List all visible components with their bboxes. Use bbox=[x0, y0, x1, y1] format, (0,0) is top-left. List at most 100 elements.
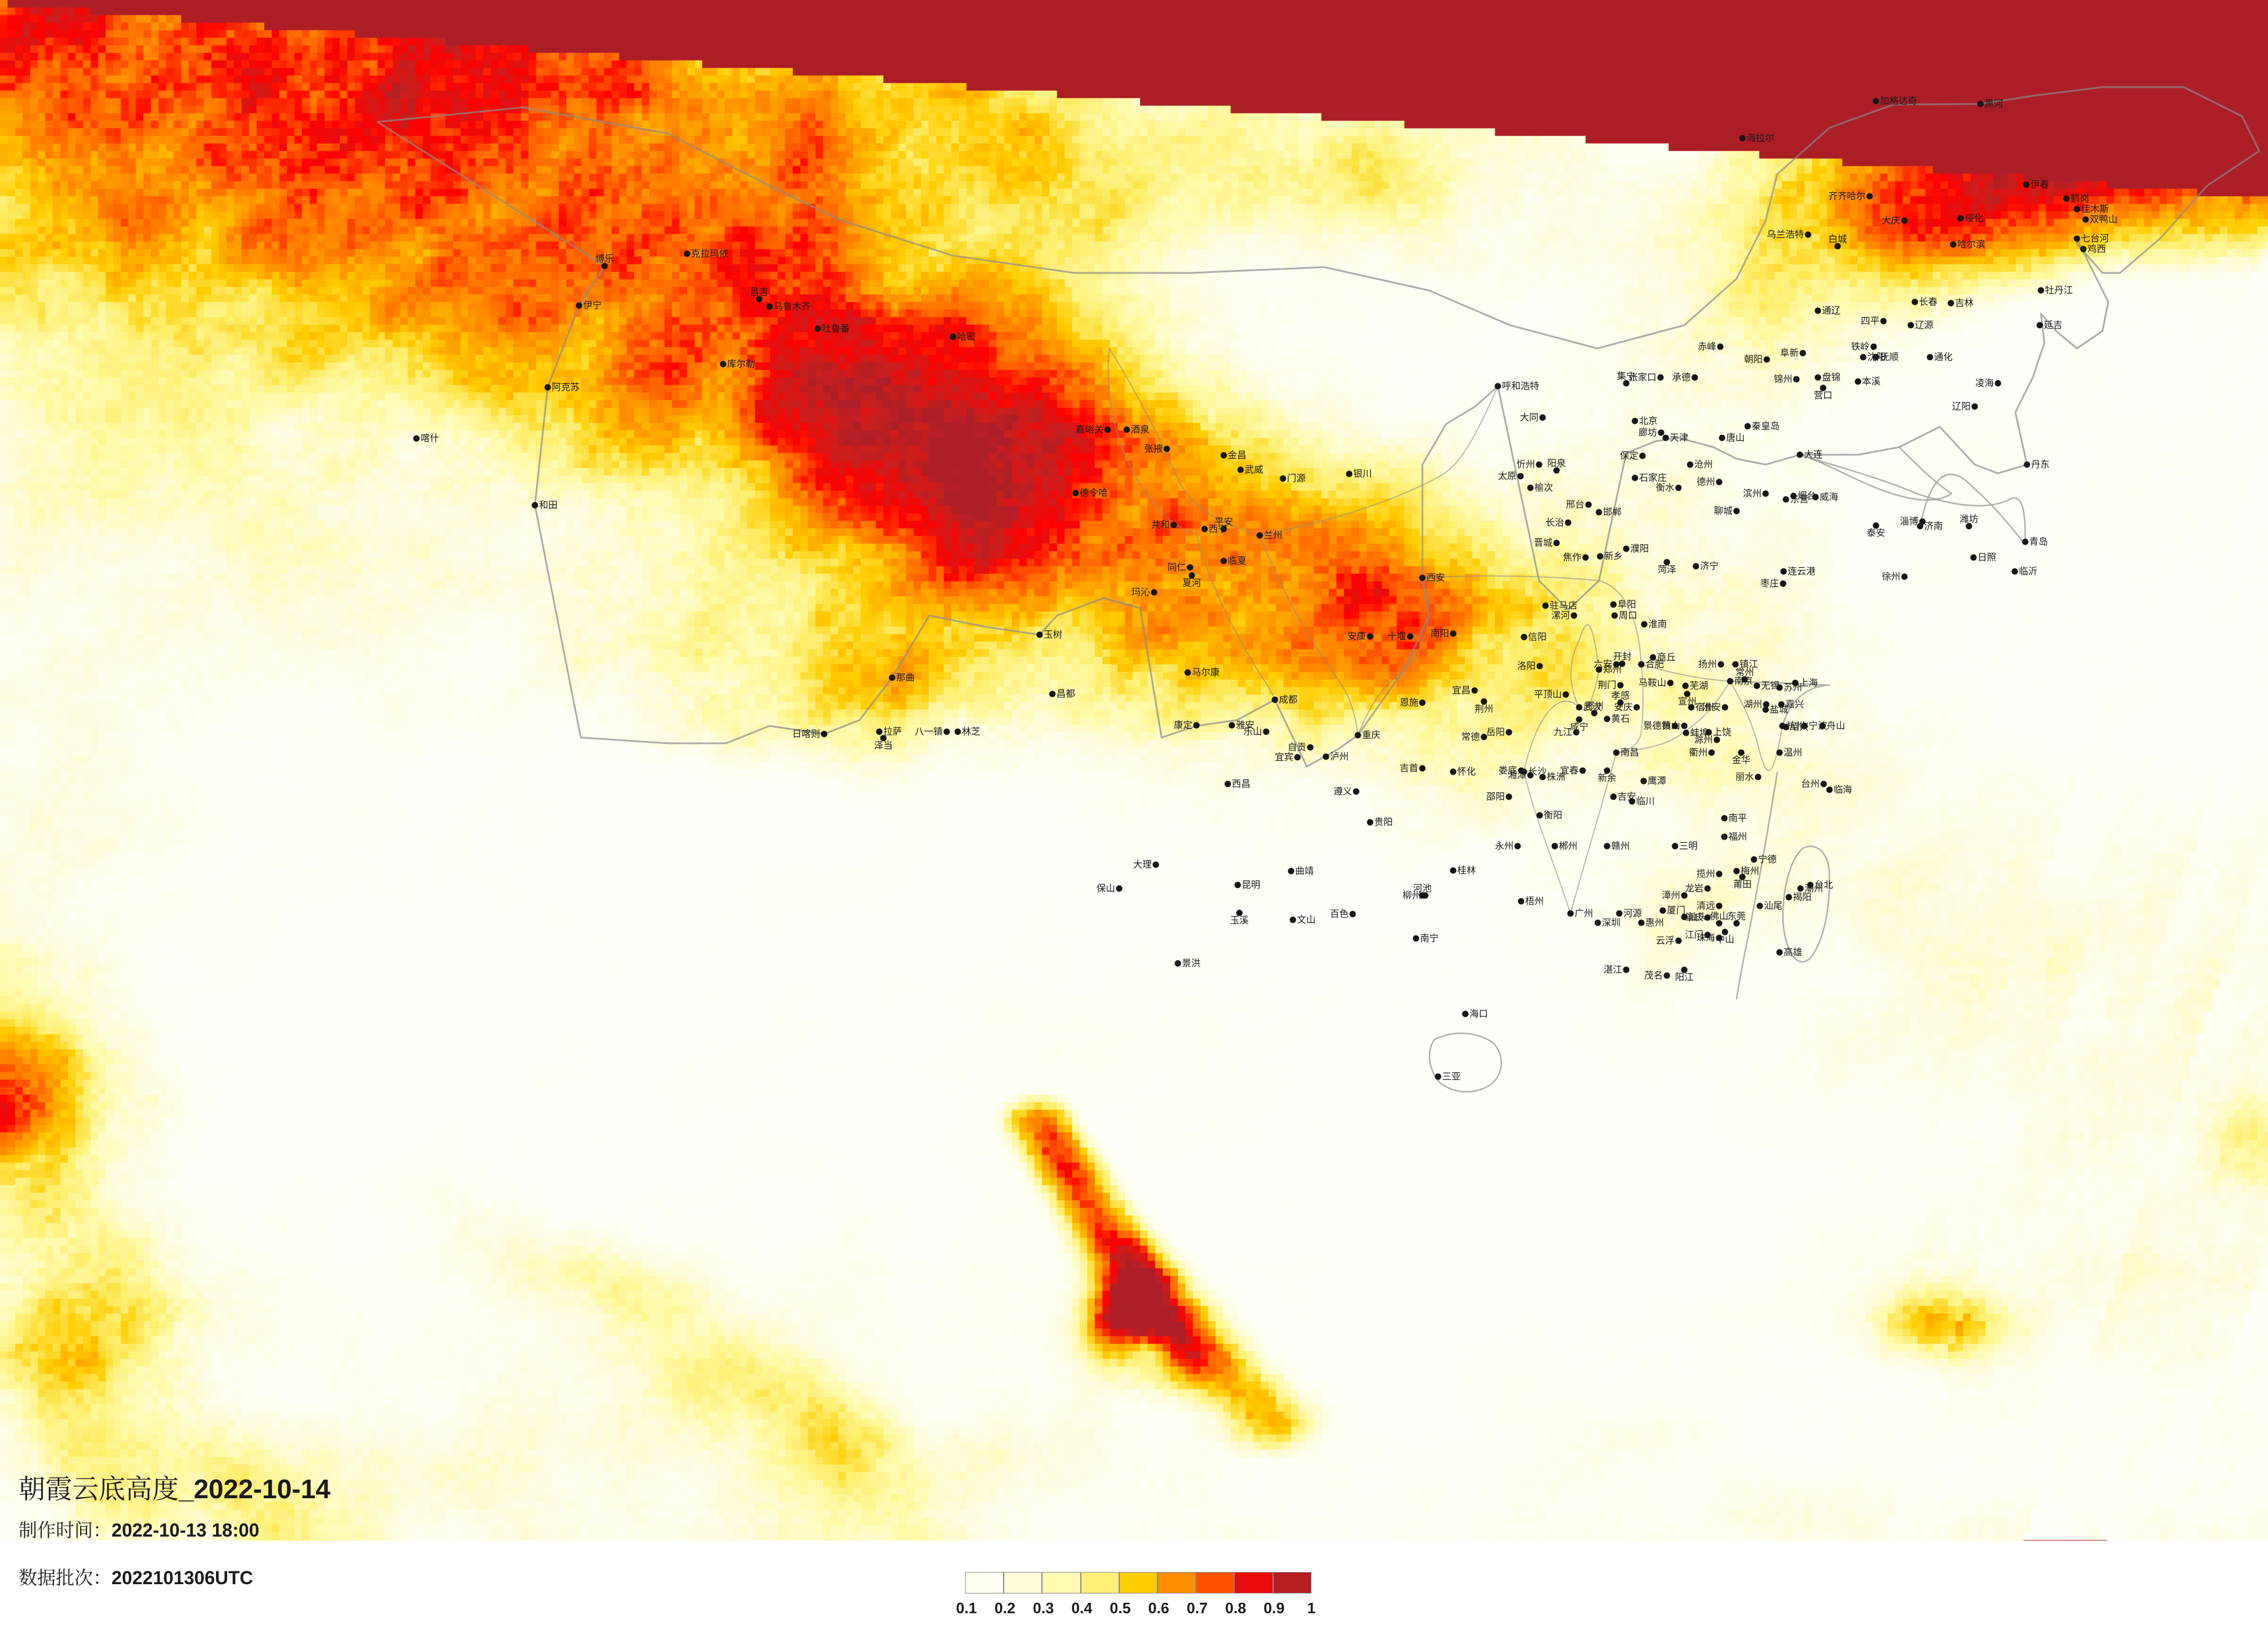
svg-text:克拉玛依: 克拉玛依 bbox=[691, 246, 728, 260]
svg-text:大理: 大理 bbox=[1133, 857, 1152, 870]
svg-text:惠州: 惠州 bbox=[1645, 915, 1664, 929]
svg-text:赣州: 赣州 bbox=[1611, 838, 1630, 852]
svg-text:曲靖: 曲靖 bbox=[1295, 863, 1314, 877]
svg-text:林芝: 林芝 bbox=[962, 724, 980, 738]
svg-text:呼和浩特: 呼和浩特 bbox=[1502, 378, 1539, 392]
svg-text:承德: 承德 bbox=[1672, 369, 1691, 383]
svg-text:云浮: 云浮 bbox=[1656, 933, 1674, 947]
svg-text:伊宁: 伊宁 bbox=[583, 297, 602, 311]
svg-text:通辽: 通辽 bbox=[1822, 303, 1841, 316]
svg-text:平安: 平安 bbox=[1214, 514, 1233, 528]
svg-text:无锡: 无锡 bbox=[1761, 678, 1780, 692]
svg-text:绥化: 绥化 bbox=[1965, 210, 1983, 224]
svg-text:湛江: 湛江 bbox=[1604, 962, 1622, 976]
svg-text:平顶山: 平顶山 bbox=[1534, 686, 1562, 700]
svg-text:吐鲁番: 吐鲁番 bbox=[822, 321, 850, 334]
svg-text:龙岩: 龙岩 bbox=[1685, 880, 1703, 894]
svg-text:和田: 和田 bbox=[539, 497, 558, 511]
svg-text:牡丹江: 牡丹江 bbox=[2045, 282, 2073, 296]
svg-text:济南: 济南 bbox=[1924, 518, 1943, 532]
svg-text:辽阳: 辽阳 bbox=[1952, 398, 1971, 412]
svg-text:佛山: 佛山 bbox=[1710, 908, 1728, 922]
svg-text:景德镇: 景德镇 bbox=[1643, 718, 1671, 732]
svg-text:那曲: 那曲 bbox=[896, 670, 915, 684]
svg-text:锦州: 锦州 bbox=[1774, 371, 1792, 385]
svg-text:夏河: 夏河 bbox=[1182, 575, 1201, 589]
svg-text:长春: 长春 bbox=[1919, 294, 1938, 308]
svg-text:苏州: 苏州 bbox=[1784, 679, 1802, 693]
svg-text:河源: 河源 bbox=[1623, 905, 1642, 919]
svg-text:威海: 威海 bbox=[1820, 489, 1838, 503]
svg-text:济宁: 济宁 bbox=[1700, 558, 1719, 572]
svg-text:永州: 永州 bbox=[1495, 838, 1514, 852]
svg-text:安康: 安康 bbox=[1347, 628, 1366, 642]
svg-text:揽州: 揽州 bbox=[1696, 866, 1715, 880]
svg-text:德州: 德州 bbox=[1696, 474, 1715, 488]
svg-text:西安: 西安 bbox=[1426, 570, 1445, 584]
svg-text:上饶: 上饶 bbox=[1713, 724, 1731, 738]
svg-text:扬州: 扬州 bbox=[1698, 656, 1717, 670]
svg-text:本溪: 本溪 bbox=[1862, 373, 1881, 387]
svg-text:宁德: 宁德 bbox=[1758, 851, 1777, 865]
svg-text:忻州: 忻州 bbox=[1516, 456, 1535, 470]
svg-text:漯河: 漯河 bbox=[1551, 607, 1570, 621]
svg-text:芜湖: 芜湖 bbox=[1690, 678, 1708, 692]
svg-text:金华: 金华 bbox=[1732, 752, 1751, 766]
svg-text:秦皇岛: 秦皇岛 bbox=[1752, 418, 1780, 432]
svg-text:昌吉: 昌吉 bbox=[750, 284, 768, 298]
svg-text:铁岭: 铁岭 bbox=[1851, 339, 1870, 352]
svg-text:兰州: 兰州 bbox=[1264, 527, 1282, 541]
svg-text:唐山: 唐山 bbox=[1726, 430, 1745, 444]
svg-text:马鞍山: 马鞍山 bbox=[1638, 675, 1666, 689]
svg-text:河池: 河池 bbox=[1413, 880, 1432, 894]
svg-text:东营: 东营 bbox=[1790, 491, 1809, 505]
svg-text:玛沁: 玛沁 bbox=[1131, 584, 1150, 598]
svg-text:通化: 通化 bbox=[1934, 349, 1953, 363]
svg-text:天津: 天津 bbox=[1670, 430, 1688, 444]
svg-text:自贡: 自贡 bbox=[1288, 739, 1306, 753]
svg-text:加格达奇: 加格达奇 bbox=[1880, 93, 1917, 107]
svg-text:高雄: 高雄 bbox=[1784, 944, 1802, 958]
svg-text:长治: 长治 bbox=[1545, 515, 1564, 528]
svg-text:盘锦: 盘锦 bbox=[1822, 369, 1841, 383]
svg-text:保定: 保定 bbox=[1620, 448, 1638, 462]
svg-text:伊春: 伊春 bbox=[2030, 177, 2049, 190]
svg-text:怀化: 怀化 bbox=[1457, 764, 1476, 778]
svg-text:鹰潭: 鹰潭 bbox=[1648, 773, 1666, 787]
svg-text:枣庄: 枣庄 bbox=[1760, 575, 1779, 589]
svg-text:银川: 银川 bbox=[1353, 466, 1372, 480]
svg-text:共和: 共和 bbox=[1151, 517, 1170, 531]
svg-text:福州: 福州 bbox=[1728, 829, 1747, 843]
svg-text:湖州: 湖州 bbox=[1744, 696, 1762, 710]
svg-text:八一镇: 八一镇 bbox=[915, 724, 943, 738]
svg-text:景洪: 景洪 bbox=[1182, 955, 1201, 969]
svg-text:德令哈: 德令哈 bbox=[1080, 485, 1108, 499]
svg-text:漳州: 漳州 bbox=[1662, 887, 1680, 901]
svg-text:集宁: 集宁 bbox=[1617, 368, 1636, 382]
svg-text:临沂: 临沂 bbox=[2019, 563, 2037, 577]
svg-text:阜新: 阜新 bbox=[1780, 345, 1799, 359]
svg-text:昆明: 昆明 bbox=[1242, 877, 1260, 891]
svg-text:拉萨: 拉萨 bbox=[883, 724, 902, 738]
svg-text:同仁: 同仁 bbox=[1167, 559, 1186, 573]
svg-text:喀什: 喀什 bbox=[420, 430, 439, 444]
svg-text:桂林: 桂林 bbox=[1457, 862, 1476, 876]
svg-text:邢台: 邢台 bbox=[1566, 497, 1584, 510]
svg-text:抚顺: 抚顺 bbox=[1880, 349, 1899, 363]
svg-text:台州: 台州 bbox=[1801, 776, 1820, 790]
svg-text:梧州: 梧州 bbox=[1525, 893, 1544, 907]
svg-text:泽当: 泽当 bbox=[874, 738, 893, 751]
svg-text:岳阳: 岳阳 bbox=[1486, 724, 1505, 738]
svg-text:阳泉: 阳泉 bbox=[1547, 455, 1566, 469]
svg-text:马尔康: 马尔康 bbox=[1192, 664, 1220, 678]
svg-text:宜昌: 宜昌 bbox=[1452, 682, 1471, 696]
svg-text:淄博: 淄博 bbox=[1900, 513, 1918, 527]
svg-text:东莞: 东莞 bbox=[1727, 908, 1746, 922]
svg-text:宣州: 宣州 bbox=[1678, 693, 1696, 707]
svg-text:泸州: 泸州 bbox=[1330, 749, 1349, 762]
svg-text:恩施: 恩施 bbox=[1400, 695, 1418, 708]
svg-text:商丘: 商丘 bbox=[1657, 649, 1676, 663]
svg-text:聊城: 聊城 bbox=[1714, 503, 1733, 517]
svg-text:三亚: 三亚 bbox=[1442, 1069, 1461, 1082]
svg-text:沧州: 沧州 bbox=[1694, 456, 1713, 470]
